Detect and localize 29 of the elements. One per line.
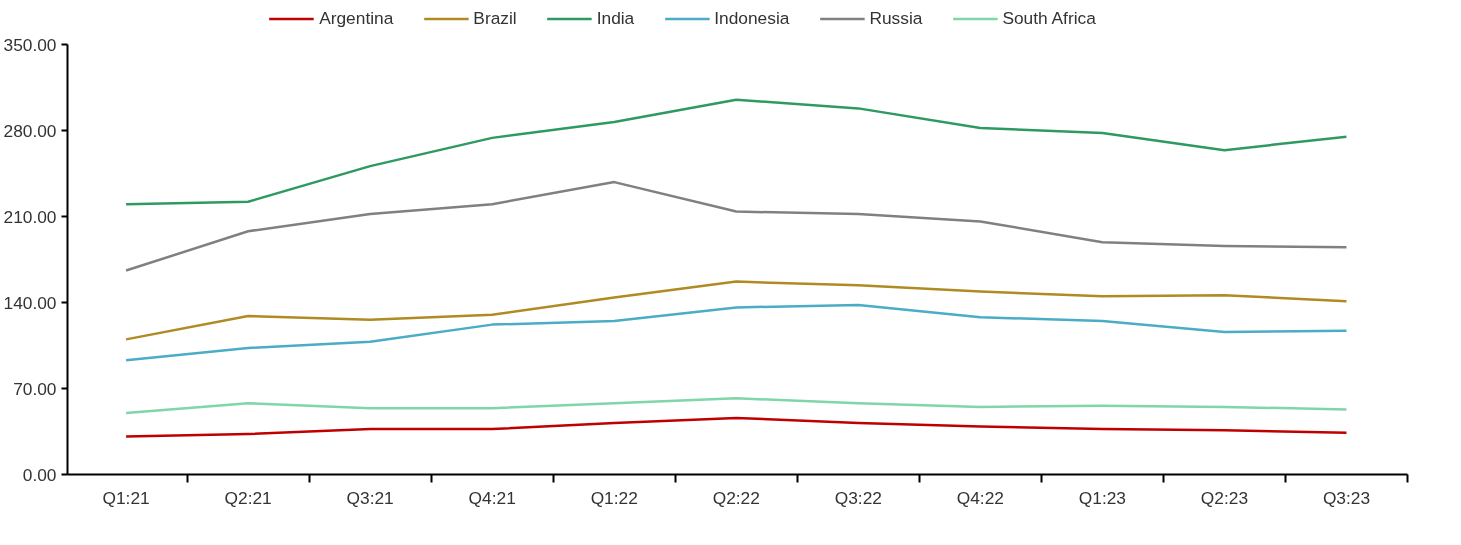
legend-label: India [596,7,635,29]
line-series [124,180,1348,272]
line-series [124,98,1348,206]
x-tick-label: Q4:21 [468,487,516,508]
legend-label: South Africa [1002,7,1096,29]
x-tick-label: Q2:21 [224,487,272,508]
line-series [124,280,1348,341]
legend-label: Russia [869,7,923,29]
line-series [124,416,1348,438]
y-tick-label: 0.00 [22,464,57,485]
x-tick-label: Q4:22 [956,487,1004,508]
legend-label: Argentina [319,7,394,29]
line-series [124,303,1348,362]
x-tick-label: Q2:23 [1200,487,1249,508]
x-tick-label: Q1:22 [590,487,638,508]
legend-label: Brazil [473,7,517,29]
line-series [124,397,1348,415]
x-tick-label: Q3:23 [1322,487,1371,508]
x-tick-label: Q1:21 [102,487,150,508]
y-tick-label: 70.00 [13,378,57,399]
y-tick-label: 280.00 [3,120,57,141]
y-tick-label: 140.00 [3,292,57,313]
legend-label: Indonesia [714,7,790,29]
x-tick-label: Q2:22 [712,487,760,508]
x-tick-label: Q3:22 [834,487,882,508]
y-tick-label: 210.00 [3,206,57,227]
y-tick-label: 350.00 [3,34,57,55]
x-tick-label: Q1:23 [1078,487,1127,508]
x-tick-label: Q3:21 [346,487,394,508]
